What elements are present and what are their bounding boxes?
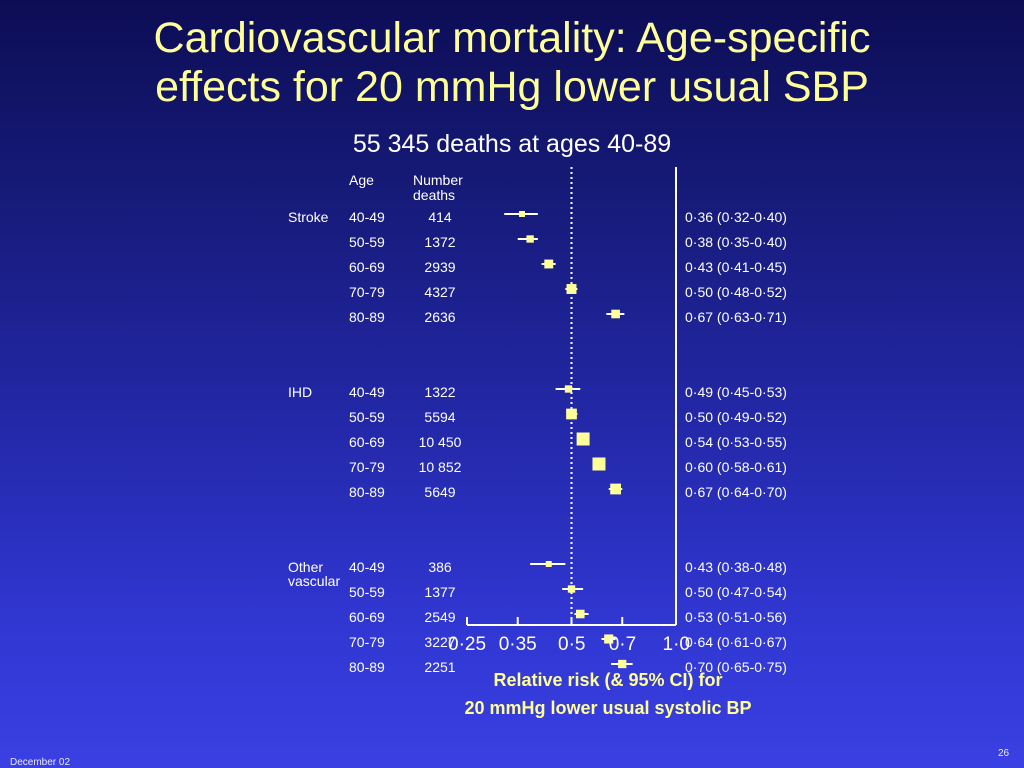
rr-marker (604, 634, 614, 644)
x-tick-label: 0·7 (608, 634, 637, 655)
rr-ci-text: 0·36 (0·32-0·40) (685, 209, 787, 225)
age-column-header: Age (349, 172, 374, 188)
x-axis-label: Relative risk (& 95% CI) for 20 mmHg low… (308, 666, 908, 722)
rr-ci-text: 0·53 (0·51-0·56) (685, 609, 787, 625)
rr-marker (576, 432, 590, 446)
rr-ci-text: 0·54 (0·53-0·55) (685, 434, 787, 450)
slide-title: Cardiovascular mortality: Age-specific e… (0, 14, 1024, 112)
deaths-cell: 3227 (424, 634, 456, 650)
rr-marker (610, 483, 622, 495)
rr-marker (526, 235, 534, 243)
age-cell: 80-89 (349, 484, 385, 500)
rr-marker (567, 585, 576, 593)
slide-title-line1: Cardiovascular mortality: Age-specific (153, 14, 871, 62)
age-cell: 80-89 (349, 659, 385, 675)
rr-ci-text: 0·70 (0·65-0·75) (685, 659, 787, 675)
x-tick-label: 0·25 (448, 634, 487, 655)
rr-ci-text: 0·50 (0·49-0·52) (685, 409, 787, 425)
age-cell: 40-49 (349, 559, 385, 575)
deaths-cell: 1377 (424, 584, 456, 600)
deaths-cell: 2636 (424, 309, 456, 325)
deaths-cell: 4327 (424, 284, 456, 300)
deaths-column-header-line2: deaths (413, 187, 456, 203)
deaths-cell: 1322 (424, 384, 456, 400)
age-cell: 50-59 (349, 584, 385, 600)
age-cell: 70-79 (349, 459, 385, 475)
x-axis-label-line2: 20 mmHg lower usual systolic BP (464, 698, 752, 718)
page-number: 26 (998, 748, 1010, 759)
rr-ci-text: 0·43 (0·38-0·48) (685, 559, 787, 575)
deaths-cell: 10 852 (418, 459, 462, 475)
slide-title-line2: effects for 20 mmHg lower usual SBP (155, 63, 869, 111)
rr-ci-text: 0·49 (0·45-0·53) (685, 384, 787, 400)
rr-marker (566, 408, 577, 420)
rr-marker (564, 385, 573, 393)
rr-ci-text: 0·50 (0·48-0·52) (685, 284, 787, 300)
age-cell: 40-49 (349, 384, 385, 400)
rr-marker (544, 259, 554, 269)
x-tick-label: 0·35 (498, 634, 537, 655)
group-label: Stroke (288, 209, 329, 225)
deaths-cell: 5649 (424, 484, 456, 500)
deaths-cell: 1372 (424, 234, 456, 250)
deaths-cell: 5594 (424, 409, 456, 425)
age-cell: 70-79 (349, 284, 385, 300)
x-axis-label-line1: Relative risk (& 95% CI) for (493, 670, 723, 690)
rr-marker (566, 284, 577, 294)
deaths-cell: 414 (428, 209, 452, 225)
deaths-cell: 10 450 (418, 434, 462, 450)
deaths-cell: 2549 (424, 609, 456, 625)
rr-marker (618, 659, 627, 669)
x-tick-label: 1·0 (662, 634, 690, 655)
age-cell: 40-49 (349, 209, 385, 225)
deaths-column-header-line1: Number (413, 172, 463, 188)
rr-ci-text: 0·43 (0·41-0·45) (685, 259, 787, 275)
age-cell: 60-69 (349, 259, 385, 275)
group-label: IHD (288, 384, 313, 400)
x-tick-label: 0·5 (558, 634, 586, 655)
rr-ci-text: 0·67 (0·64-0·70) (685, 484, 787, 500)
rr-ci-text: 0·50 (0·47-0·54) (685, 584, 787, 600)
rr-marker (592, 457, 606, 471)
rr-marker (518, 211, 525, 217)
rr-ci-text: 0·38 (0·35-0·40) (685, 234, 787, 250)
rr-ci-text: 0·60 (0·58-0·61) (685, 459, 787, 475)
slide-subtitle: 55 345 deaths at ages 40-89 (352, 130, 672, 158)
age-cell: 60-69 (349, 434, 385, 450)
rr-marker (545, 561, 552, 567)
rr-marker (611, 309, 620, 319)
deaths-cell: 386 (428, 559, 452, 575)
rr-ci-text: 0·64 (0·61-0·67) (685, 634, 787, 650)
age-cell: 70-79 (349, 634, 385, 650)
deaths-cell: 2939 (424, 259, 456, 275)
rr-ci-text: 0·67 (0·63-0·71) (685, 309, 787, 325)
age-cell: 60-69 (349, 609, 385, 625)
age-cell: 50-59 (349, 409, 385, 425)
age-cell: 80-89 (349, 309, 385, 325)
group-label: Other (288, 559, 324, 575)
deaths-cell: 2251 (424, 659, 456, 675)
footer-date: December 02 (10, 757, 71, 768)
rr-marker (576, 609, 585, 619)
group-label-line2: vascular (288, 573, 341, 589)
age-cell: 50-59 (349, 234, 385, 250)
